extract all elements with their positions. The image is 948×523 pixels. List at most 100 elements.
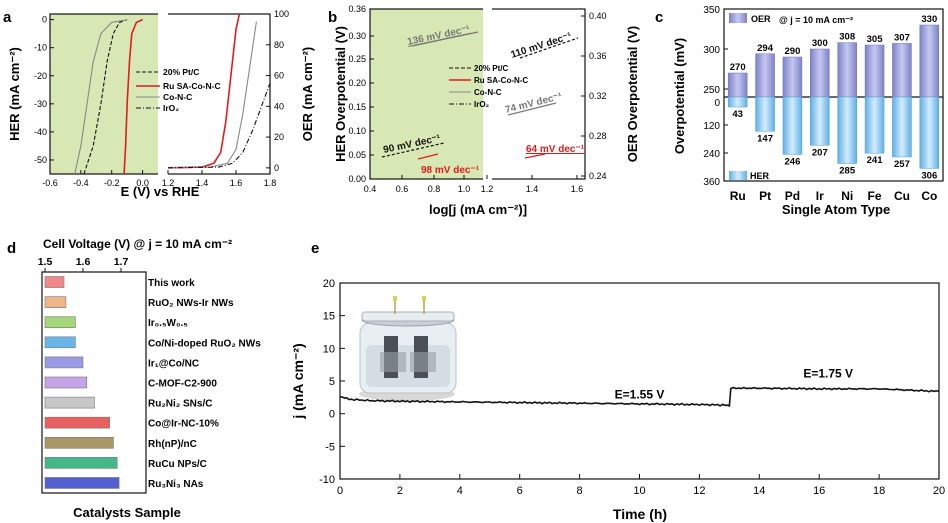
cell-voltage-bar: [44, 457, 118, 469]
oer-value-label: 290: [785, 46, 801, 57]
panel-b-her-band: [370, 9, 487, 179]
e-xtick-label: 2: [397, 485, 403, 497]
legend-a-ru: Ru SA-Co-N-C: [163, 81, 221, 91]
oer-value-label: 294: [757, 43, 774, 54]
panel-c-ylabel: Overpotential (mV): [672, 38, 687, 154]
e-ytick-label: 0: [329, 409, 335, 421]
a-ytick-label: -10: [34, 43, 47, 53]
panel-a-ylabel-left: HER (mA cm⁻²): [7, 47, 22, 141]
panel-e-xlabel: Time (h): [613, 506, 667, 522]
b-ytick-label: 0.00: [348, 174, 366, 184]
panel-e-letter: e: [311, 240, 319, 257]
her-value-label: 43: [732, 109, 743, 120]
oer-bar-fe: [864, 44, 885, 98]
panel-b-letter: b: [328, 9, 337, 26]
b-ytick-label: 0.25: [348, 54, 366, 64]
a-ytick-right-label: 0: [274, 163, 279, 173]
b-xtick-label: 0.6: [396, 184, 409, 194]
panel-c-frame: [723, 8, 944, 182]
tafel-label: 64 mV dec⁻¹: [526, 144, 585, 155]
b-ytick-label: 0.30: [348, 31, 366, 41]
a-ytick-right-label: 60: [274, 71, 284, 81]
c-category-label: Pt: [759, 189, 771, 203]
legend-c-oer: OER: [751, 14, 771, 24]
b-xtick-label: 1.0: [458, 184, 471, 194]
a-ytick-label: -40: [34, 127, 47, 137]
panel-a-ylabel-right: OER (mA cm⁻²): [300, 47, 315, 142]
d-category-label: Ru₂Ni₂ SNs/C: [148, 399, 212, 410]
stability-curve: [339, 386, 940, 407]
cell-voltage-bar: [44, 296, 67, 308]
b-ytick-label: 0.10: [348, 126, 366, 136]
cell-voltage-bar: [44, 376, 88, 389]
panel-c: c 270 43 Ru 294 147 Pt 290 246 Pd 300 207 Ir 308 285 N…: [655, 5, 944, 217]
e-xtick-label: 20: [933, 485, 945, 497]
d-category-label: C-MOF-C2-900: [148, 379, 217, 390]
d-category-label: Ir₀.₅W₀.₅: [148, 318, 188, 329]
d-category-label: RuCu NPs/C: [148, 459, 207, 470]
her-bar-pt: [755, 96, 775, 132]
legend-b-ru: Ru SA-Co-N-C: [474, 76, 528, 85]
panel-c-letter: c: [655, 9, 663, 26]
b-ytick-right-label: 0.28: [589, 131, 607, 141]
a-ytick-label: -20: [34, 71, 47, 81]
her-value-label: 241: [867, 155, 884, 166]
a-ytick-label: 0: [42, 15, 47, 25]
oer-bar-cu: [892, 43, 912, 98]
d-xtick-label: 1.6: [76, 256, 91, 268]
her-bar-ir: [810, 96, 830, 146]
b-xtick-label: 1.4: [526, 184, 539, 194]
cell-voltage-bar: [44, 396, 95, 409]
c-category-label: Ni: [841, 189, 853, 203]
her-curve-2: [74, 19, 128, 174]
oer-curve-3: [168, 83, 270, 169]
a-xtick-label: 1.2: [162, 178, 175, 188]
b-ytick-label: 0.15: [348, 102, 366, 112]
c-category-label: Pd: [785, 189, 800, 203]
e-ytick-label: -10: [319, 474, 335, 486]
b-ytick-label: 0.05: [348, 150, 366, 160]
panel-e-ylabel: j (mA cm⁻²): [290, 343, 306, 419]
her-curve-1: [123, 18, 143, 174]
c-ytick-label: 350: [703, 5, 720, 16]
e-ytick-label: 20: [323, 278, 335, 290]
c-ytick-label: 240: [703, 149, 720, 160]
her-bar-co: [919, 96, 940, 169]
e-xtick-label: 10: [633, 485, 645, 497]
annotation-1-55v: E=1.55 V: [615, 388, 665, 402]
oer-value-label: 307: [894, 32, 910, 43]
c-category-label: Cu: [894, 189, 910, 203]
b-xtick-label: 0.8: [428, 184, 441, 194]
legend-b-co: Co-N-C: [474, 88, 502, 97]
oer-value-label: 300: [812, 38, 828, 49]
a-ytick-label: -50: [34, 155, 47, 165]
d-xtick-label: 1.5: [38, 256, 53, 268]
panel-b-ylabel-right: OER Overpotential (V): [625, 26, 640, 163]
oer-bar-ir: [810, 48, 830, 98]
d-xtick-label: 1.7: [114, 256, 129, 268]
panel-b-tafel-lines: [381, 31, 579, 160]
a-xtick-label: -0.4: [73, 178, 89, 188]
b-ytick-label: 0.20: [348, 78, 366, 88]
b-ytick-right-label: 0.40: [589, 11, 607, 21]
b-xtick-label: 1.6: [571, 184, 584, 194]
a-xtick-label: -0.2: [104, 178, 120, 188]
her-value-label: 246: [785, 156, 801, 167]
b-ytick-right-label: 0.24: [589, 171, 607, 181]
cell-voltage-bar: [44, 477, 120, 489]
oer-value-label: 270: [730, 62, 746, 73]
oer-curve-1: [168, 14, 241, 169]
tafel-label: 98 mV dec⁻¹: [421, 165, 480, 176]
a-ytick-right-label: 20: [274, 132, 284, 142]
c-category-label: Ir: [816, 189, 824, 203]
a-ytick-right-label: 80: [274, 40, 284, 50]
panel-a-legend: 20% Pt/C Ru SA-Co-N-C Co-N-C IrO₂: [136, 67, 221, 113]
d-category-label: RuO₂ NWs-Ir NWs: [148, 298, 234, 309]
her-value-label: 285: [839, 166, 856, 177]
panel-e: e 0 2 4 6 8 10 12 14 16 18 20 20 15 10 5 0 -5 -10 E=1.55 …: [290, 240, 945, 522]
oer-bar-ni: [837, 42, 857, 98]
her-bar-ni: [837, 96, 857, 164]
b-xtick-label: 0.4: [364, 184, 377, 194]
c-ytick-label: 300: [703, 45, 720, 56]
